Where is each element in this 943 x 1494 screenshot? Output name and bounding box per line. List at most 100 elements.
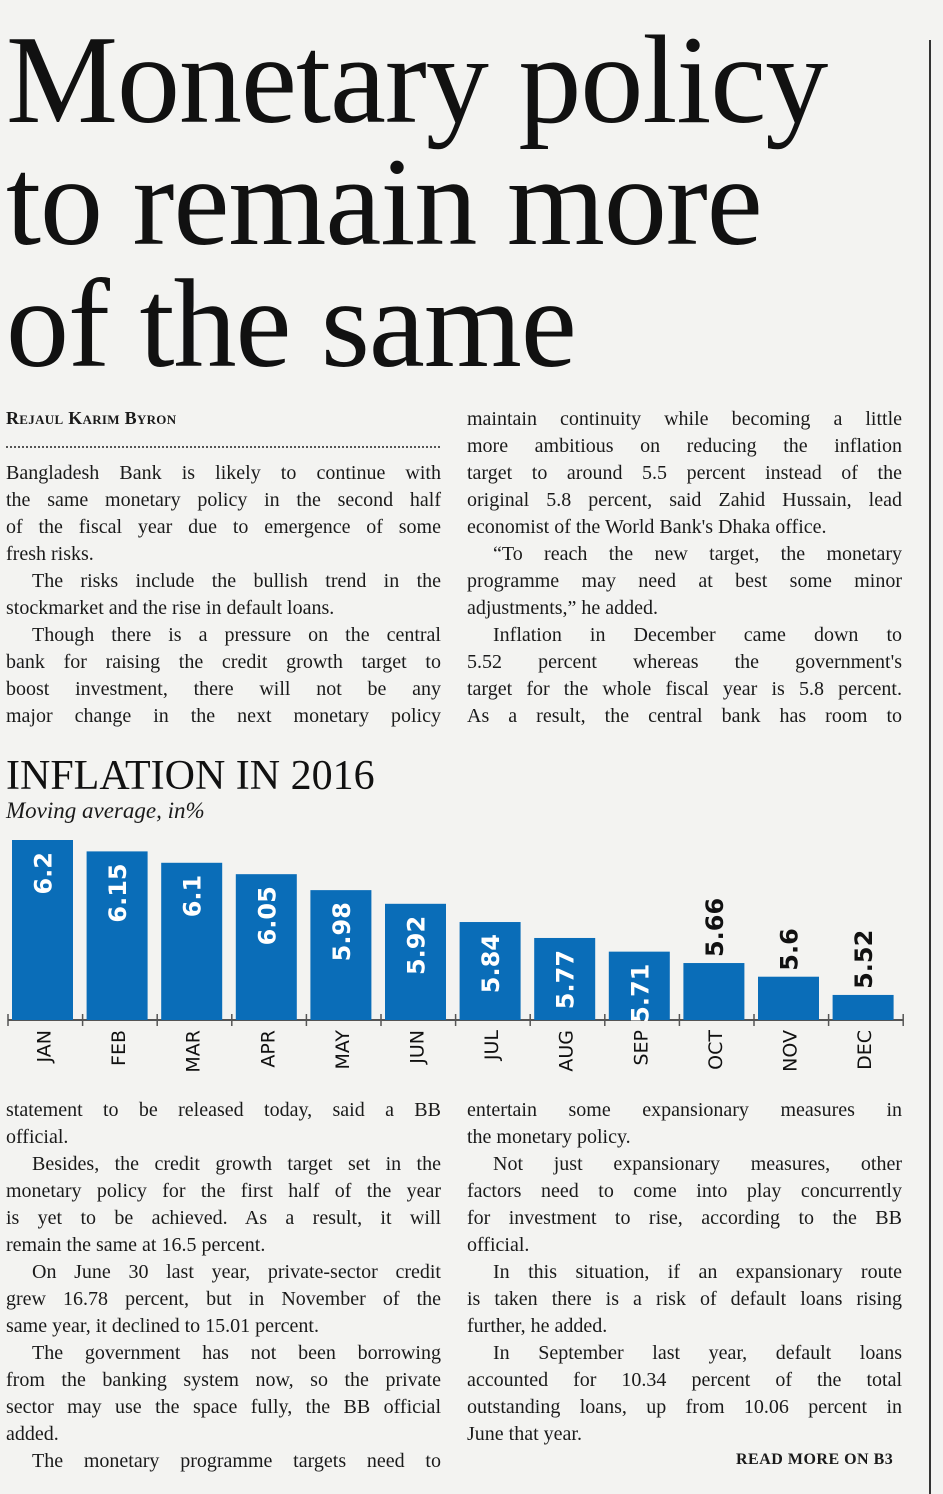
x-tick-label: MAR [183, 1030, 205, 1073]
paragraph: Though there is a pressure on the centra… [6, 622, 441, 730]
x-tick-label: JUN [407, 1030, 429, 1065]
paragraph: maintain continuity while becoming a lit… [467, 406, 902, 541]
text-line: bank for raising the credit growth targe… [6, 651, 441, 673]
bar [534, 937, 596, 1020]
text-line: outstanding loans, up from 10.06 percent… [467, 1396, 902, 1418]
text-line: of the fiscal year due to emergence of s… [6, 516, 441, 538]
text-line: In this situation, if an expansionary ro… [493, 1261, 902, 1283]
data-label: 5.66 [701, 898, 729, 957]
paragraph: In this situation, if an expansionary ro… [467, 1259, 902, 1340]
bar [385, 903, 446, 1020]
headline-line: of the same [6, 255, 577, 394]
text-line: for investment to rise, according to the… [467, 1207, 902, 1229]
text-line: grew 16.78 percent, but in November of t… [6, 1288, 441, 1310]
text-line: maintain continuity while becoming a lit… [467, 408, 902, 430]
text-line: Besides, the credit growth target set in… [32, 1153, 441, 1175]
x-tick-label: DEC [854, 1030, 876, 1070]
paragraph: The government has not been borrowing fro… [6, 1340, 441, 1448]
paragraph: In September last year, default loans acc… [467, 1340, 902, 1448]
headline-line: Monetary policy [6, 11, 828, 150]
chart-subtitle: Moving average, in% [6, 798, 205, 823]
text-line: major change in the next monetary policy [6, 705, 441, 727]
data-label: 5.77 [552, 950, 580, 1009]
text-line: “To reach the new target, the monetary [493, 543, 902, 565]
text-line: target for the whole fiscal year is 5.8 … [467, 678, 902, 700]
text-line: In September last year, default loans [493, 1342, 902, 1364]
text-line: factors need to come into play concurren… [467, 1180, 902, 1202]
data-label: 5.92 [403, 916, 431, 975]
text-line: added. [6, 1423, 59, 1445]
text-line: Though there is a pressure on the centra… [32, 624, 441, 646]
read-more-link[interactable]: READ MORE ON B3 [736, 1451, 894, 1468]
paragraph: Not just expansionary measures, other fac… [467, 1151, 902, 1259]
x-tick-label: AUG [556, 1030, 578, 1072]
text-line: economist of the World Bank's Dhaka offi… [467, 516, 827, 538]
text-line: is yet to be achieved. As a result, it w… [6, 1207, 441, 1229]
x-tick-label: SEP [630, 1030, 652, 1066]
article-column: Bangladesh Bank is likely to continue wi… [6, 460, 441, 730]
text-line: The risks include the bullish trend in t… [32, 570, 441, 592]
text-line: The monetary programme targets need to [32, 1450, 441, 1472]
bar [161, 862, 223, 1020]
paragraph: statement to be released today, said a B… [6, 1097, 441, 1151]
text-line: 5.52 percent whereas the government's [467, 651, 902, 673]
x-tick-label: FEB [108, 1030, 130, 1066]
chart-title: INFLATION IN 2016 [6, 753, 375, 799]
text-line: more ambitious on reducing the inflation [467, 435, 902, 457]
paragraph: Inflation in December came down to 5.52 p… [467, 622, 902, 730]
text-line: from the banking system now, so the priv… [6, 1369, 441, 1391]
text-line: Not just expansionary measures, other [493, 1153, 902, 1175]
text-line: monetary policy for the first half of th… [6, 1180, 441, 1202]
data-label: 6.15 [104, 863, 132, 922]
column-rule [929, 40, 931, 1494]
text-line: remain the same at 16.5 percent. [6, 1234, 266, 1256]
text-line: The government has not been borrowing [32, 1342, 441, 1364]
text-line: stockmarket and the rise in default loan… [6, 597, 335, 619]
x-tick-label: NOV [780, 1030, 802, 1072]
text-line: On June 30 last year, private-sector cre… [32, 1261, 441, 1283]
article-column: statement to be released today, said a B… [6, 1097, 441, 1475]
dotted-divider [6, 446, 440, 448]
data-label: 6.05 [253, 886, 281, 945]
article-column: entertain some expansionary measures in t… [467, 1097, 902, 1448]
text-line: programme may need at best some minor [467, 570, 902, 592]
headline: Monetary policy to remain more of the sa… [6, 11, 828, 394]
paragraph: “To reach the new target, the monetary pr… [467, 541, 902, 622]
byline: Rejaul Karim Byron [6, 408, 177, 428]
data-label: 5.71 [626, 964, 654, 1023]
bar [758, 976, 819, 1020]
paragraph: On June 30 last year, private-sector cre… [6, 1259, 441, 1340]
text-line: the monetary policy. [467, 1126, 631, 1148]
text-line: statement to be released today, said a B… [6, 1099, 441, 1121]
paragraph: The monetary programme targets need to [6, 1448, 441, 1475]
bar [310, 890, 372, 1020]
x-tick-label: APR [257, 1030, 279, 1068]
text-line: adjustments,” he added. [467, 597, 659, 619]
text-line: is taken there is a risk of default loan… [467, 1288, 902, 1310]
text-line: original 5.8 percent, said Zahid Hussain… [467, 489, 902, 511]
text-line: sector may use the space fully, the BB o… [6, 1396, 441, 1418]
bar [832, 994, 894, 1020]
text-line: same year, it declined to 15.01 percent. [6, 1315, 319, 1337]
inflation-bar-chart: 6.2 JAN 6.15 FEB 6.1 MAR 6.05 APR 5.98 MAY 5.92 JUN… [7, 840, 904, 1073]
x-tick-label: JUL [481, 1030, 503, 1062]
x-tick-label: MAY [332, 1030, 354, 1070]
paragraph: entertain some expansionary measures in t… [467, 1097, 902, 1151]
text-line: Bangladesh Bank is likely to continue wi… [6, 462, 441, 484]
text-line: accounted for 10.34 percent of the total [467, 1369, 902, 1391]
bar [683, 963, 745, 1020]
data-label: 5.98 [328, 902, 356, 961]
data-label: 6.1 [179, 875, 207, 918]
paragraph: Besides, the credit growth target set in… [6, 1151, 441, 1259]
text-line: the same monetary policy in the second h… [6, 489, 441, 511]
article-column: maintain continuity while becoming a lit… [467, 406, 902, 730]
text-line: As a result, the central bank has room t… [467, 705, 902, 727]
x-tick-label: JAN [34, 1030, 56, 1063]
data-label: 5.52 [850, 930, 878, 989]
text-line: target to around 5.5 percent instead of … [467, 462, 902, 484]
text-line: official. [6, 1126, 69, 1148]
bar [459, 922, 521, 1020]
paragraph: Bangladesh Bank is likely to continue wi… [6, 460, 441, 568]
paragraph: The risks include the bullish trend in t… [6, 568, 441, 622]
data-label: 5.84 [477, 934, 505, 993]
